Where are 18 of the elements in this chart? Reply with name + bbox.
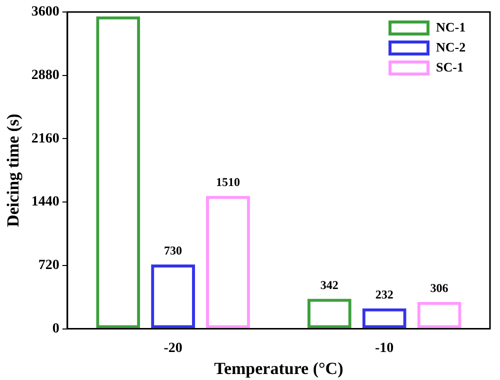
data-label: 342 xyxy=(320,278,338,292)
legend-label: SC-1 xyxy=(436,59,464,74)
legend-label: NC-1 xyxy=(436,19,466,34)
data-label: 730 xyxy=(164,244,182,258)
y-tick-label: 1440 xyxy=(31,194,60,210)
x-tick-label: -10 xyxy=(375,340,394,356)
y-tick-label: 2880 xyxy=(31,68,60,83)
legend-label: NC-2 xyxy=(436,39,466,54)
x-tick-label: -20 xyxy=(164,340,182,356)
data-label: 306 xyxy=(430,280,448,295)
data-label: 1510 xyxy=(216,175,240,190)
x-axis-title: Temperature (°C) xyxy=(214,359,344,378)
y-tick-label: 720 xyxy=(38,258,60,274)
y-tick-label: 2160 xyxy=(31,131,60,146)
y-tick-label: 3600 xyxy=(31,4,60,20)
data-label: 232 xyxy=(375,287,394,302)
y-axis-title: Deicing time (s) xyxy=(4,114,23,228)
y-tick-label: 0 xyxy=(52,321,60,336)
